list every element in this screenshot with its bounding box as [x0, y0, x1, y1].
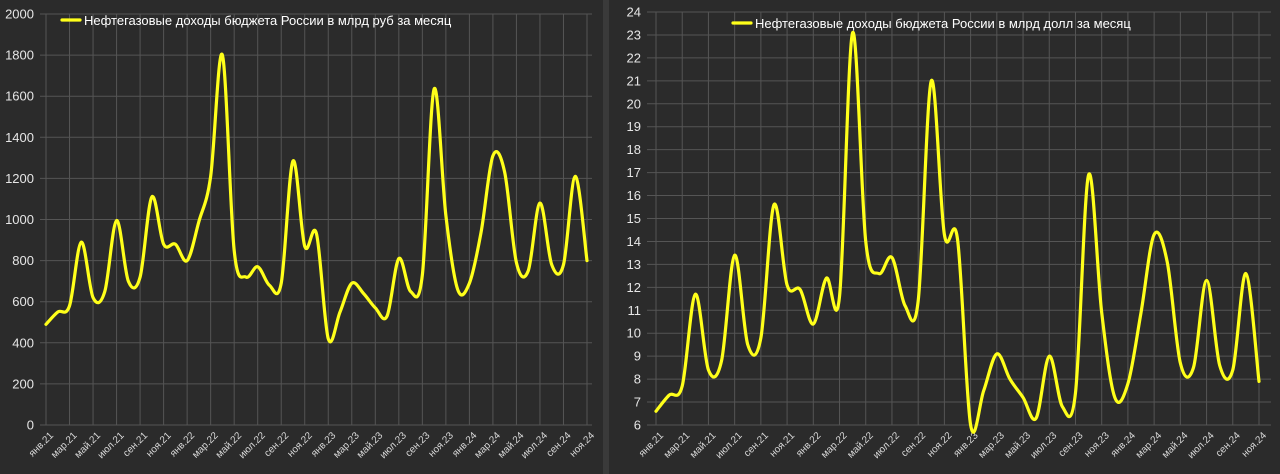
rub-y-tick-label: 1400	[5, 130, 34, 145]
usd-y-tick-label: 12	[627, 280, 641, 295]
rub-y-tick-label: 200	[12, 376, 34, 391]
usd-y-tick-label: 15	[627, 211, 641, 226]
rub-y-tick-label: 400	[12, 335, 34, 350]
usd-y-tick-label: 14	[627, 234, 641, 249]
usd-y-tick-label: 13	[627, 257, 641, 272]
usd-y-tick-label: 18	[627, 142, 641, 157]
usd-y-tick-label: 7	[634, 395, 641, 410]
rub-y-tick-label: 1200	[5, 171, 34, 186]
chart-usd-legend: Нефтегазовые доходы бюджета России в млр…	[731, 16, 1131, 31]
chart-rub-y-axis: 0 200 400 600 800 1000 1200 1400 1600 1800 2000	[5, 7, 34, 433]
usd-y-tick-label: 6	[634, 418, 641, 433]
chart-usd-series-line	[654, 31, 1261, 434]
rub-y-tick-label: 600	[12, 294, 34, 309]
usd-y-tick-label: 17	[627, 165, 641, 180]
rub-y-tick-label: 800	[12, 253, 34, 268]
rub-y-tick-label: 2000	[5, 7, 34, 22]
chart-rub-legend: Нефтегазовые доходы бюджета России в млр…	[60, 13, 452, 28]
chart-usd-legend-label: Нефтегазовые доходы бюджета России в млр…	[755, 16, 1131, 31]
usd-y-tick-label: 21	[627, 73, 641, 88]
chart-rub-series-line	[44, 52, 589, 344]
rub-y-tick-label: 0	[27, 418, 34, 433]
usd-y-tick-label: 19	[627, 119, 641, 134]
chart-rub-legend-label: Нефтегазовые доходы бюджета России в млр…	[84, 13, 452, 28]
rub-y-tick-label: 1600	[5, 89, 34, 104]
usd-y-tick-label: 9	[634, 349, 641, 364]
chart-usd-y-axis: 6 7 8 9 10 11 12 13 14 15 16 17 18 19 20 21 22 23 24	[627, 5, 641, 433]
usd-y-tick-label: 11	[628, 303, 642, 318]
usd-y-tick-label: 22	[627, 50, 641, 65]
chart-rub-gridlines	[40, 13, 592, 426]
usd-y-tick-label: 24	[627, 5, 641, 20]
rub-y-tick-label: 1000	[5, 212, 34, 227]
usd-y-tick-label: 20	[627, 96, 641, 111]
rub-y-tick-label: 1800	[5, 48, 34, 63]
usd-y-tick-label: 10	[627, 326, 641, 341]
usd-y-tick-label: 8	[634, 372, 641, 387]
usd-y-tick-label: 16	[627, 188, 641, 203]
usd-y-tick-label: 23	[627, 27, 641, 42]
